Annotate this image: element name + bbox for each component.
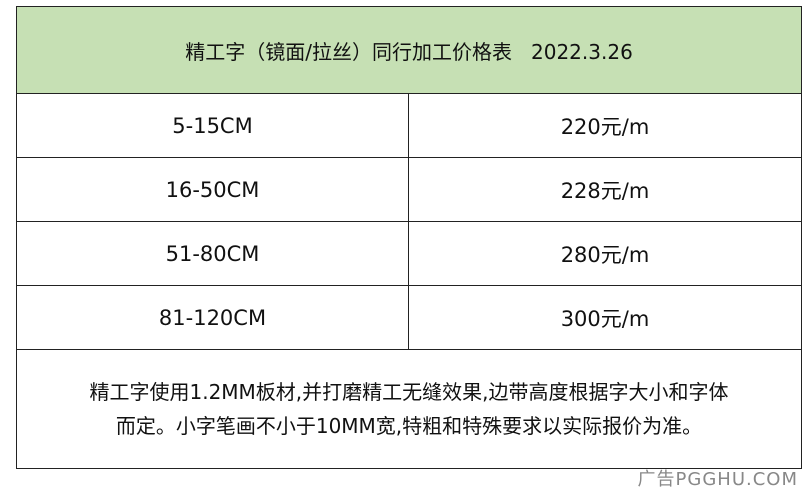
watermark: 广告PGGHU.COM	[637, 469, 798, 490]
note: 精工字使用1.2MM板材,并打磨精工无缝效果,边带高度根据字大小和字体 而定。小字…	[15, 349, 803, 469]
size-range: 5-15CM	[16, 93, 409, 158]
price: 228元/m	[407, 157, 803, 222]
size-range: 16-50CM	[16, 157, 409, 222]
table-title: 精工字（镜面/拉丝）同行加工价格表 2022.3.26	[15, 6, 803, 94]
note-line: 精工字使用1.2MM板材,并打磨精工无缝效果,边带高度根据字大小和字体	[89, 380, 729, 404]
note-line: 而定。小字笔画不小于10MM宽,特粗和特殊要求以实际报价为准。	[115, 414, 703, 438]
price: 220元/m	[407, 93, 803, 158]
table-row: 81-120CM 300元/m	[16, 285, 803, 350]
price: 300元/m	[407, 285, 803, 350]
price: 280元/m	[407, 221, 803, 286]
table-row: 5-15CM 220元/m	[16, 93, 803, 158]
price-table: 精工字（镜面/拉丝）同行加工价格表 2022.3.26 5-15CM 220元/m…	[15, 6, 803, 469]
price-sheet: 精工字（镜面/拉丝）同行加工价格表 2022.3.26 5-15CM 220元/m…	[15, 6, 803, 469]
size-range: 81-120CM	[16, 285, 409, 350]
table-row: 16-50CM 228元/m	[16, 157, 803, 222]
size-range: 51-80CM	[16, 221, 409, 286]
table-row: 51-80CM 280元/m	[16, 221, 803, 286]
note-row: 精工字使用1.2MM板材,并打磨精工无缝效果,边带高度根据字大小和字体 而定。小字…	[15, 349, 803, 469]
